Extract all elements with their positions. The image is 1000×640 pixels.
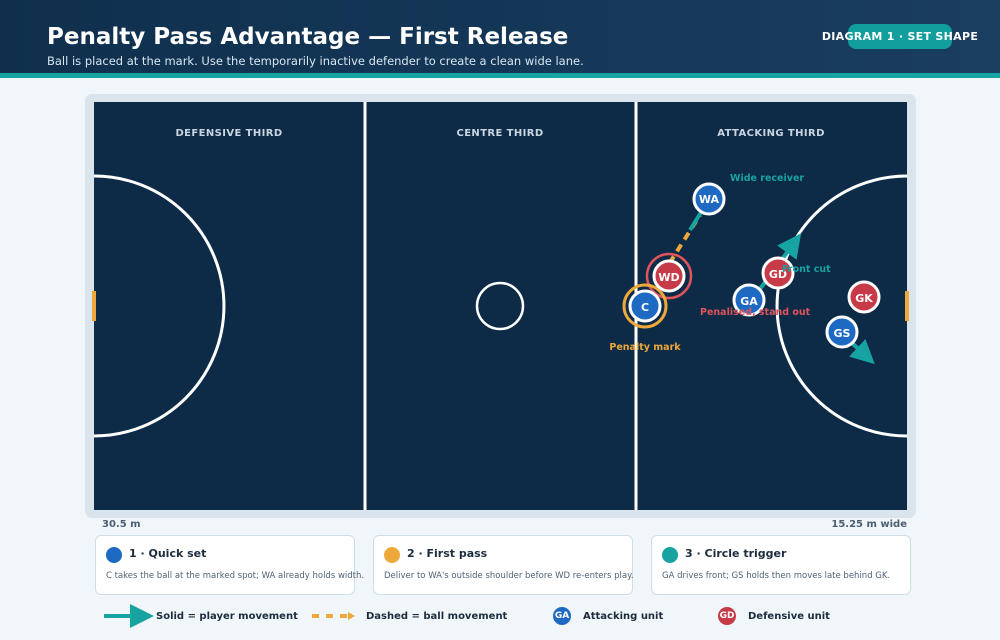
step-card-title: 3 · Circle trigger: [685, 547, 787, 560]
centre-circle: [475, 281, 525, 331]
annotation-penalised: Penalised, stand out: [700, 307, 811, 318]
legend-dashed-label: Dashed = ball movement: [366, 611, 508, 622]
goal-circle-left: [93, 174, 226, 438]
player-gk: GK: [847, 280, 881, 314]
page-title: Penalty Pass Advantage — First Release: [47, 24, 569, 50]
legend-attack-chip: GA: [553, 607, 571, 625]
legend-defence-label: Defensive unit: [748, 611, 830, 622]
step-1-dot-icon: [106, 547, 122, 563]
diagram-badge: DIAGRAM 1 · SET SHAPE: [822, 24, 978, 49]
player-c: C: [628, 289, 662, 323]
annotation-wide-receiver: Wide receiver: [730, 173, 804, 184]
player-gs-label: GS: [834, 327, 851, 340]
penalty-mark-ring: [622, 283, 668, 329]
step-3-dot-icon: [662, 547, 678, 563]
player-wd: WD: [652, 259, 686, 293]
court-length-label: 30.5 m: [102, 519, 141, 530]
goal-circle-right: [775, 174, 908, 438]
legend-defence-chip: GD: [718, 607, 736, 625]
player-gd-label: GD: [769, 268, 787, 281]
wd-penalty-ring: [645, 252, 693, 300]
step-card-3: 3 · Circle trigger GA drives front; GS h…: [651, 535, 911, 595]
player-wa: WA: [692, 182, 726, 216]
step-card-title: 1 · Quick set: [129, 547, 207, 560]
player-c-label: C: [641, 301, 649, 314]
step-2-dot-icon: [384, 547, 400, 563]
third-label-centre: CENTRE THIRD: [456, 128, 543, 139]
player-ga: GA: [732, 283, 766, 317]
goal-post-right: [905, 291, 909, 321]
header-accent-stripe: [0, 73, 1000, 78]
legend-solid-label: Solid = player movement: [156, 611, 298, 622]
third-label-attacking: ATTACKING THIRD: [717, 128, 825, 139]
annotation-front-cut: Front cut: [782, 264, 831, 275]
player-ga-label: GA: [740, 295, 758, 308]
annotation-penalty-mark: Penalty mark: [609, 342, 681, 353]
step-card-text: C takes the ball at the marked spot; WA …: [106, 571, 365, 581]
player-wd-label: WD: [658, 271, 679, 284]
header-bar: [0, 0, 1000, 73]
step-card-text: GA drives front; GS holds then moves lat…: [662, 571, 891, 581]
third-label-defensive: DEFENSIVE THIRD: [175, 128, 282, 139]
player-gd: GD: [761, 256, 795, 290]
goal-post-left: [92, 291, 96, 321]
court-surface: [94, 102, 907, 510]
player-gs: GS: [825, 315, 859, 349]
step-card-2: 2 · First pass Deliver to WA's outside s…: [373, 535, 634, 595]
legend-attack-label: Attacking unit: [583, 611, 664, 622]
step-card-title: 2 · First pass: [407, 547, 488, 560]
step-card-1: 1 · Quick set C takes the ball at the ma…: [95, 535, 364, 595]
player-gk-label: GK: [855, 292, 873, 305]
player-wa-label: WA: [699, 193, 720, 206]
page-subtitle: Ball is placed at the mark. Use the temp…: [47, 54, 584, 68]
step-card-text: Deliver to WA's outside shoulder before …: [384, 571, 634, 581]
court-width-label: 15.25 m wide: [831, 519, 907, 530]
gs-late-move-path: [849, 339, 875, 365]
